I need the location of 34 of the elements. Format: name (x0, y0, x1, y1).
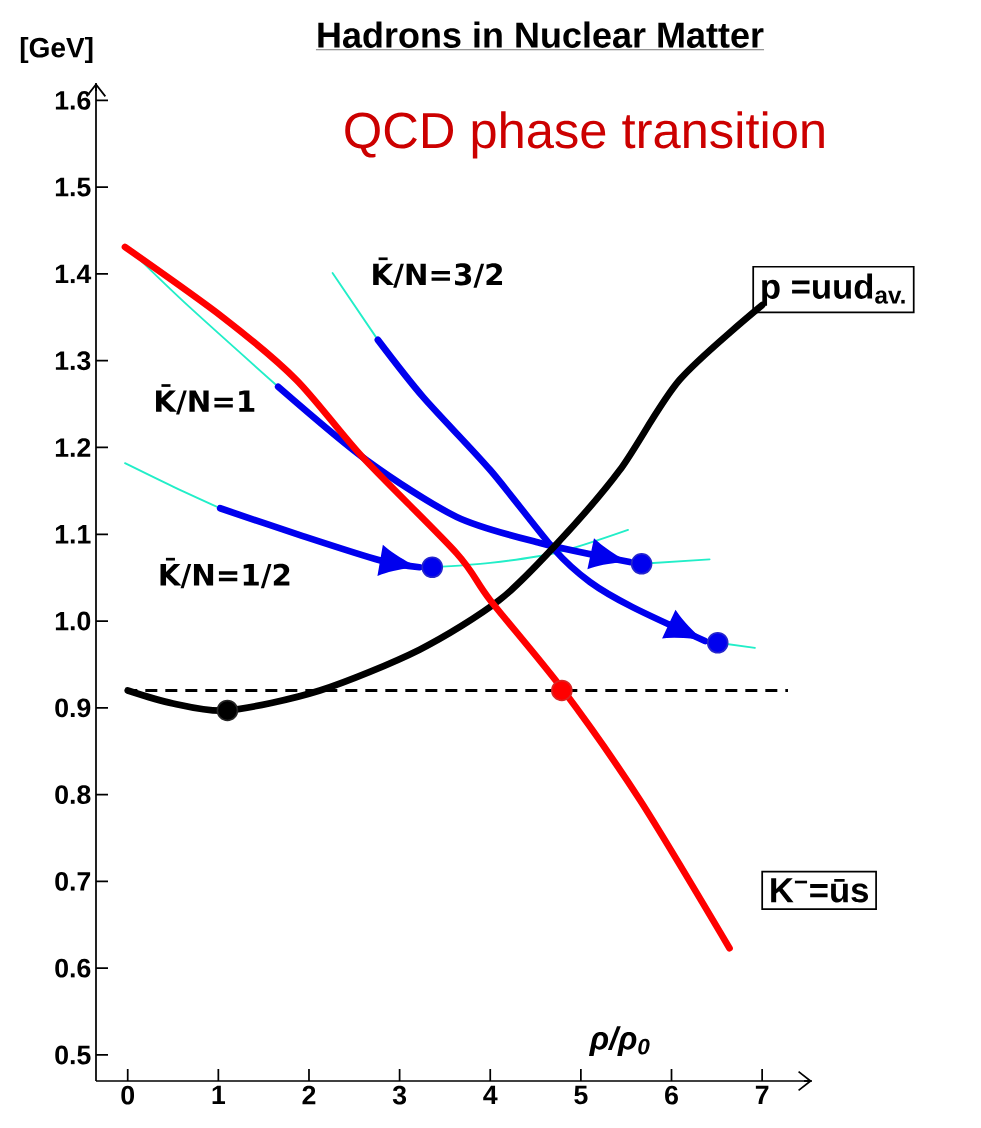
y-tick-label: 0.9 (55, 698, 91, 718)
y-tick-label: 0.7 (55, 871, 91, 891)
y-tick-label: 1.1 (55, 525, 91, 544)
point (216, 699, 239, 722)
y-tick-label: 1.2 (55, 438, 91, 457)
x-tick-label: 3 (392, 1085, 407, 1105)
point (551, 679, 573, 702)
y-tick-label: 0.8 (55, 785, 91, 805)
y-axis-title: [GeV] (20, 37, 93, 64)
point (630, 552, 653, 575)
x-axis-title: ρ/ρ$_{0}$ (588, 1026, 650, 1056)
x-tick-label: 5 (574, 1085, 588, 1105)
annotation: K̄/N=3/2 (373, 257, 503, 288)
point (706, 631, 729, 654)
y-tick-label: 0.6 (55, 958, 91, 978)
chart-title: Hadrons in Nuclear Matter (318, 21, 764, 48)
y-tick-label: 1.5 (55, 177, 91, 197)
x-tick-label: 1 (212, 1085, 226, 1105)
x-tick-label: 6 (665, 1085, 678, 1105)
y-tick-label: 1.3 (55, 351, 91, 371)
x-tick-label: 7 (755, 1085, 769, 1105)
annotation: K$^{−}$=ūs (771, 878, 869, 903)
x-tick-label: 4 (483, 1085, 498, 1105)
y-tick-label: 0.5 (55, 1045, 91, 1065)
annotation: K̄/N=1/2 (160, 557, 290, 589)
annotation: p =uud$_{av.}$ (762, 273, 905, 306)
annotation: K̄/N=1 (156, 384, 255, 415)
annotation: QCD phase transition (345, 111, 824, 159)
y-tick-label: 1.4 (55, 264, 92, 284)
y-tick-label: 1.6 (55, 90, 91, 110)
y-tick-label: 1.0 (55, 611, 91, 631)
x-tick-label: 0 (121, 1085, 135, 1105)
x-tick-label: 2 (302, 1085, 316, 1105)
point (421, 556, 444, 579)
